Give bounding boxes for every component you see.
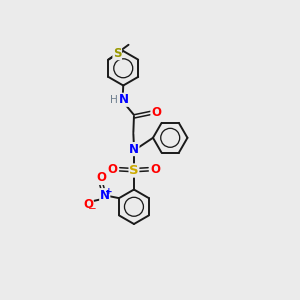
- Text: S: S: [113, 46, 122, 60]
- Text: O: O: [83, 198, 93, 211]
- Text: O: O: [96, 171, 106, 184]
- Text: N: N: [100, 189, 110, 202]
- Text: +: +: [105, 187, 113, 196]
- Text: S: S: [129, 164, 139, 177]
- Text: O: O: [107, 163, 118, 176]
- Text: O: O: [150, 163, 160, 176]
- Text: −: −: [88, 204, 97, 214]
- Text: O: O: [151, 106, 161, 119]
- Text: H: H: [110, 95, 118, 105]
- Text: N: N: [129, 142, 139, 156]
- Text: N: N: [119, 93, 129, 106]
